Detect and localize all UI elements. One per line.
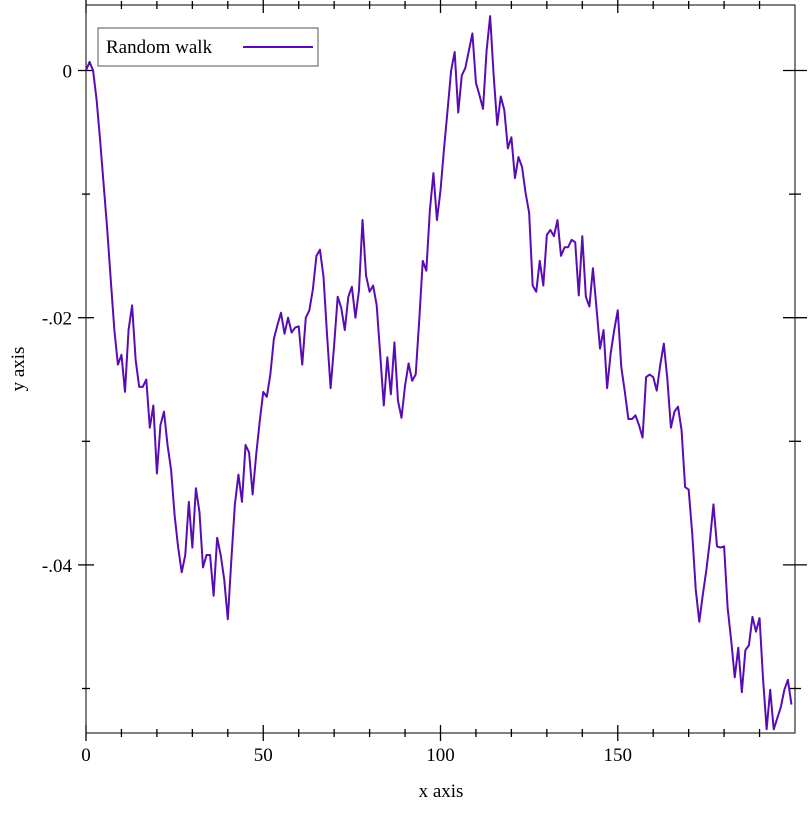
y-tick-label: -.02: [42, 309, 72, 330]
x-axis-label: x axis: [419, 781, 464, 802]
x-tick-label: 50: [254, 745, 273, 766]
legend-label: Random walk: [106, 37, 213, 58]
plot-frame: [85, 4, 796, 734]
y-axis-label: y axis: [8, 347, 29, 392]
y-tick-label: 0: [63, 62, 73, 83]
x-tick-label: 150: [604, 745, 633, 766]
y-tick-label: -.04: [42, 556, 73, 577]
line-series: [85, 15, 793, 731]
x-tick-label: 0: [81, 745, 91, 766]
x-tick-label: 100: [426, 745, 455, 766]
